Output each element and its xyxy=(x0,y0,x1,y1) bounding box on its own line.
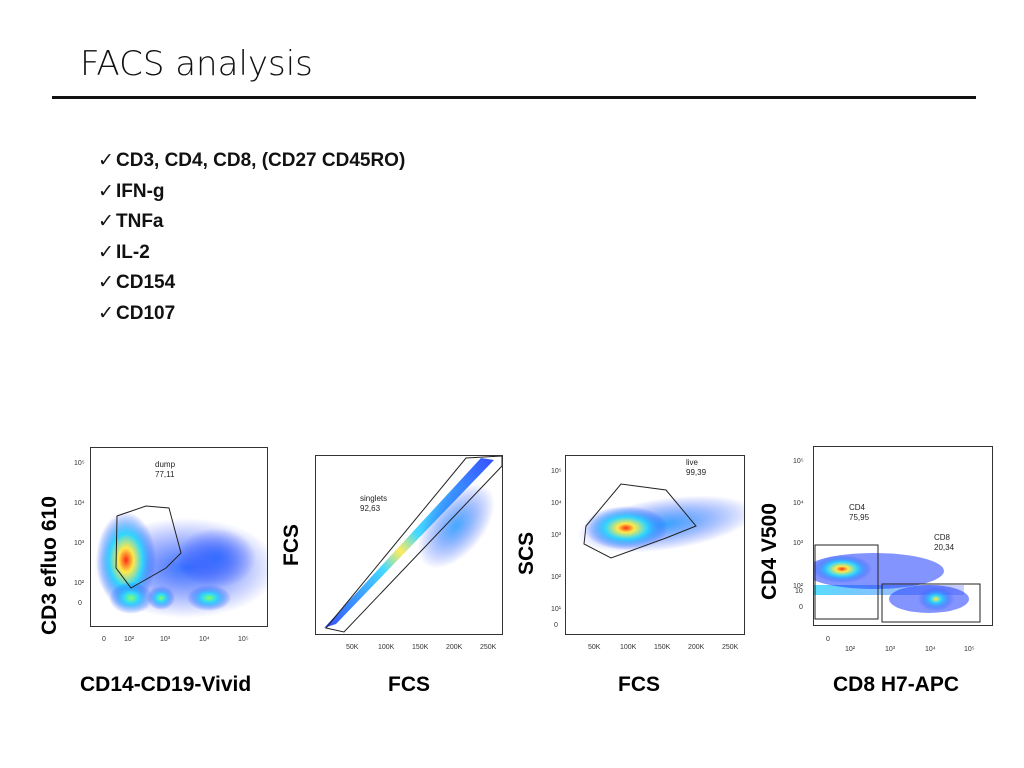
marker-label: IFN-g xyxy=(116,180,165,202)
gate-label: CD8 20,34 xyxy=(934,533,955,552)
x-tick-label: 10⁴ xyxy=(925,646,936,653)
marker-label: CD107 xyxy=(116,302,176,324)
dump-gate-plot: dump 77,11 xyxy=(90,447,268,627)
marker-item: ✓ CD154 xyxy=(98,268,405,299)
x-tick-label: 250K xyxy=(722,644,739,651)
x-tick-label: 150K xyxy=(412,644,429,651)
y-tick-label: 10⁴ xyxy=(793,500,804,507)
x-axis-label: FCS xyxy=(618,673,660,696)
singlets-gate-polygon xyxy=(325,456,502,633)
marker-label: CD154 xyxy=(116,272,176,293)
y-tick-label: 10² xyxy=(793,583,804,590)
y-tick-label: 10 xyxy=(795,588,803,595)
checkmark-icon: ✓ xyxy=(98,150,114,171)
checkmark-icon: ✓ xyxy=(98,272,114,293)
marker-label: TNFa xyxy=(116,211,164,232)
x-tick-label: 50K xyxy=(346,644,359,651)
checkmark-icon: ✓ xyxy=(98,241,114,263)
marker-label: CD3, CD4, CD8, (CD27 CD45RO) xyxy=(116,150,406,171)
density-plot-canvas xyxy=(324,456,502,633)
cd4-gate-rect xyxy=(814,544,879,620)
y-tick-label: 10² xyxy=(74,580,85,587)
x-axis-label: CD14-CD19-Vivid xyxy=(80,673,252,696)
x-tick-label: 50K xyxy=(588,644,601,651)
y-axis-label: CD4 V500 xyxy=(758,503,781,600)
y-tick-label: 10¹ xyxy=(551,606,562,613)
marker-list: ✓ CD3, CD4, CD8, (CD27 CD45RO) ✓ IFN-g ✓ TN… xyxy=(98,146,405,329)
dump-gate-polygon xyxy=(115,505,182,589)
y-tick-label: 0 xyxy=(554,622,558,629)
live-gate-polygon xyxy=(583,483,697,559)
title-divider xyxy=(52,96,976,99)
y-tick-label: 10⁴ xyxy=(551,500,562,507)
checkmark-icon: ✓ xyxy=(98,211,114,232)
marker-item: ✓ IL-2 xyxy=(98,238,405,269)
density-plot-canvas xyxy=(94,505,267,618)
marker-item: ✓ CD107 xyxy=(98,299,405,330)
cd4-cd8-gate-plot: CD4 75,95 CD8 20,34 xyxy=(813,446,993,626)
singlets-gate-plot: singlets 92,63 xyxy=(315,455,503,635)
marker-item: ✓ TNFa xyxy=(98,207,405,238)
x-axis-label: CD8 H7-APC xyxy=(833,673,960,696)
x-tick-label: 10⁴ xyxy=(199,636,210,643)
x-tick-label: 10⁵ xyxy=(964,646,975,653)
slide-title: FACS analysis xyxy=(80,44,313,84)
x-tick-label: 100K xyxy=(620,644,637,651)
gate-label: CD4 75,95 xyxy=(849,503,870,522)
y-tick-label: 10⁵ xyxy=(74,460,85,467)
y-tick-label: 10⁴ xyxy=(74,500,85,507)
marker-item: ✓ CD3, CD4, CD8, (CD27 CD45RO) xyxy=(98,146,405,177)
marker-label: IL-2 xyxy=(116,241,150,263)
x-tick-label: 100K xyxy=(378,644,395,651)
gate-label: dump 77,11 xyxy=(155,460,176,479)
x-tick-label: 0 xyxy=(102,636,106,643)
x-tick-label: 200K xyxy=(446,644,463,651)
gate-label: live 99,39 xyxy=(686,458,707,477)
y-axis-label: CD3 efluo 610 xyxy=(38,496,61,635)
y-tick-label: 10⁵ xyxy=(793,458,804,465)
x-tick-label: 10³ xyxy=(885,646,896,653)
y-tick-label: 0 xyxy=(799,604,803,611)
y-axis-label: SCS xyxy=(515,531,538,575)
y-tick-label: 10³ xyxy=(793,540,804,547)
x-tick-label: 10² xyxy=(845,646,856,653)
y-tick-label: 10² xyxy=(551,574,562,581)
x-tick-label: 150K xyxy=(654,644,671,651)
x-axis-label: FCS xyxy=(388,673,430,696)
x-tick-label: 200K xyxy=(688,644,705,651)
x-tick-label: 10³ xyxy=(160,636,171,643)
density-peak xyxy=(814,555,872,583)
checkmark-icon: ✓ xyxy=(98,180,114,202)
y-tick-label: 10³ xyxy=(74,540,85,547)
live-gate-plot: live 99,39 xyxy=(565,455,745,635)
y-axis-label: FCS xyxy=(280,524,303,566)
y-tick-label: 0 xyxy=(78,600,82,607)
y-tick-label: 10⁵ xyxy=(551,468,562,475)
checkmark-icon: ✓ xyxy=(98,302,114,324)
x-tick-label: 10⁵ xyxy=(238,636,249,643)
cd8-gate-rect xyxy=(881,583,981,623)
x-tick-label: 10² xyxy=(124,636,135,643)
density-plot-canvas xyxy=(576,483,744,559)
density-peak xyxy=(584,506,668,550)
x-tick-label: 0 xyxy=(826,636,830,643)
marker-item: ✓ IFN-g xyxy=(98,177,405,208)
density-plot-canvas xyxy=(814,544,981,623)
gate-label: singlets 92,63 xyxy=(360,494,388,513)
y-tick-label: 10³ xyxy=(551,532,562,539)
x-tick-label: 250K xyxy=(480,644,497,651)
